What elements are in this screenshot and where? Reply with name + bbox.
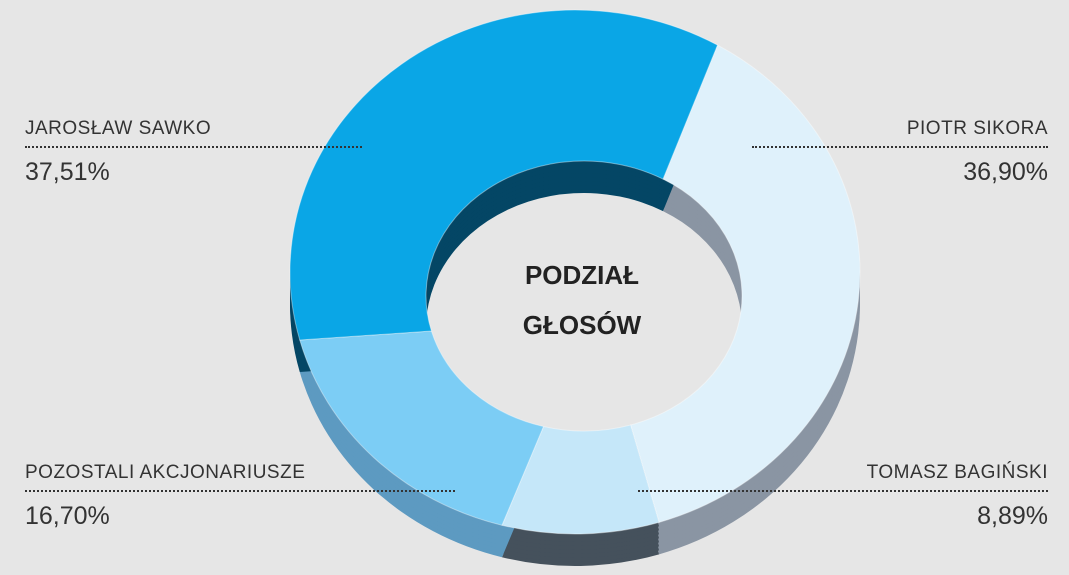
slice <box>501 424 660 535</box>
slice <box>299 330 545 526</box>
legend-label: TOMASZ BAGIŃSKI <box>866 462 1048 483</box>
value-label: 8,89% <box>977 502 1048 530</box>
legend-label: JAROSŁAW SAWKO <box>25 118 212 139</box>
slice <box>629 44 861 523</box>
leader-line <box>25 490 455 492</box>
legend-label: PIOTR SIKORA <box>906 118 1048 139</box>
legend-label: POZOSTALI AKCJONARIUSZE <box>25 462 306 483</box>
leader-line <box>638 490 1048 492</box>
leader-line <box>25 146 362 148</box>
slice <box>289 9 719 341</box>
value-label: 16,70% <box>25 502 110 530</box>
chart-title: PODZIAŁ GŁOSÓW <box>522 260 642 340</box>
leader-line <box>752 146 1048 148</box>
value-label: 37,51% <box>25 158 110 186</box>
value-label: 36,90% <box>963 158 1048 186</box>
